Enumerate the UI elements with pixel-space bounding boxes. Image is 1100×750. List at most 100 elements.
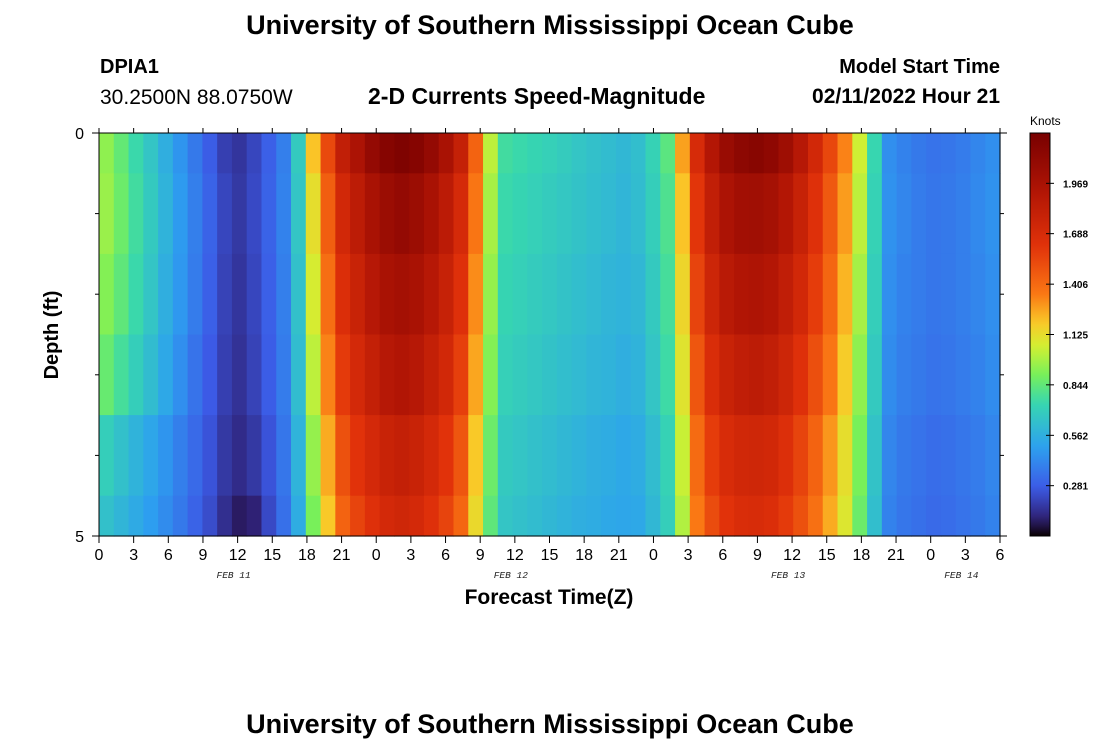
- heatmap-cell: [793, 495, 809, 537]
- heatmap-cell: [940, 173, 957, 255]
- heatmap-cell: [453, 133, 469, 174]
- heatmap-cell: [394, 253, 410, 336]
- heatmap-cell: [172, 415, 189, 497]
- heatmap-cell: [320, 495, 336, 537]
- heatmap-cell: [409, 253, 425, 336]
- heatmap-cell: [113, 173, 130, 255]
- heatmap-cell: [483, 173, 499, 255]
- heatmap-cell: [645, 415, 661, 497]
- heatmap-cell: [852, 495, 868, 537]
- heatmap-cell: [926, 415, 942, 497]
- heatmap-cell: [291, 133, 307, 174]
- heatmap-cell: [793, 415, 809, 497]
- heatmap-cell: [601, 495, 617, 537]
- heatmap-cell: [896, 133, 912, 174]
- heatmap-cell: [394, 495, 410, 537]
- heatmap-cell: [468, 173, 484, 255]
- heatmap-cell: [423, 173, 440, 255]
- heatmap-cell: [615, 173, 632, 255]
- heatmap-cell: [719, 495, 735, 537]
- heatmap-cell: [172, 495, 189, 537]
- heatmap-cell: [881, 334, 898, 416]
- heatmap-cell: [128, 173, 144, 255]
- page-title: University of Southern Mississippi Ocean…: [246, 10, 854, 40]
- heatmap-cell: [793, 253, 809, 336]
- x-tick-label: 3: [406, 547, 415, 564]
- station-coordinates: 30.2500N 88.0750W: [100, 86, 293, 109]
- y-axis-label: Depth (ft): [41, 291, 63, 380]
- heatmap-cell: [689, 253, 706, 336]
- heatmap-cell: [335, 495, 351, 537]
- heatmap-cell: [807, 495, 824, 537]
- heatmap-cell: [305, 415, 322, 497]
- x-tick-label: 3: [129, 547, 138, 564]
- heatmap-cell: [985, 495, 1001, 537]
- heatmap-cell: [926, 253, 942, 336]
- heatmap-cell: [645, 334, 661, 416]
- heatmap-cell: [217, 415, 233, 497]
- heatmap-cell: [320, 415, 336, 497]
- heatmap-cell: [763, 253, 780, 336]
- heatmap-cell: [246, 173, 263, 255]
- heatmap-cell: [955, 253, 972, 336]
- heatmap-cell: [645, 253, 661, 336]
- heatmap-cell: [542, 334, 558, 416]
- heatmap-cell: [734, 133, 750, 174]
- heatmap-cell: [763, 173, 780, 255]
- heatmap-cell: [305, 334, 322, 416]
- heatmap-cell: [630, 334, 647, 416]
- station-id: DPIA1: [100, 56, 159, 78]
- heatmap-cell: [704, 415, 720, 497]
- heatmap-cell: [350, 173, 366, 255]
- heatmap-cell: [926, 495, 942, 537]
- heatmap-cell: [778, 253, 794, 336]
- heatmap-cell: [423, 415, 440, 497]
- heatmap-cell: [305, 495, 322, 537]
- heatmap-cell: [660, 253, 676, 336]
- heatmap-cell: [335, 253, 351, 336]
- colorbar-tick-label: 1.969: [1063, 179, 1088, 190]
- heatmap-cell: [187, 133, 203, 174]
- heatmap-cell: [99, 133, 115, 174]
- heatmap-cell: [143, 334, 159, 416]
- x-tick-label: 18: [575, 547, 593, 564]
- heatmap-cell: [438, 173, 455, 255]
- heatmap-cell: [867, 495, 883, 537]
- x-tick-label: 3: [684, 547, 693, 564]
- heatmap-cell: [143, 133, 159, 174]
- heatmap-cells: [99, 133, 1001, 537]
- heatmap-cell: [497, 495, 514, 537]
- heatmap-cell: [512, 173, 528, 255]
- heatmap-cell: [896, 173, 912, 255]
- heatmap-cell: [896, 334, 912, 416]
- heatmap-cell: [350, 334, 366, 416]
- heatmap-cell: [158, 173, 174, 255]
- heatmap-cell: [704, 133, 720, 174]
- x-tick-label: 0: [95, 547, 104, 564]
- heatmap-cell: [542, 495, 558, 537]
- x-tick-label: 21: [333, 547, 351, 564]
- heatmap-cell: [778, 495, 794, 537]
- heatmap-cell: [763, 495, 780, 537]
- x-tick-label: 6: [996, 547, 1005, 564]
- heatmap-cell: [113, 133, 130, 174]
- x-tick-label: 18: [852, 547, 870, 564]
- heatmap-cell: [320, 334, 336, 416]
- heatmap-cell: [822, 173, 839, 255]
- heatmap-cell: [955, 415, 972, 497]
- heatmap-cell: [675, 253, 691, 336]
- heatmap-cell: [911, 415, 927, 497]
- heatmap-cell: [99, 173, 115, 255]
- heatmap-cell: [128, 495, 144, 537]
- heatmap-cell: [630, 173, 647, 255]
- day-label: FEB 12: [494, 570, 529, 581]
- heatmap-cell: [985, 173, 1001, 255]
- heatmap-cell: [276, 415, 292, 497]
- heatmap-cell: [379, 495, 396, 537]
- heatmap-cell: [704, 173, 720, 255]
- heatmap-cell: [187, 495, 203, 537]
- heatmap-cell: [113, 415, 130, 497]
- heatmap-cell: [748, 495, 765, 537]
- x-tick-label: 3: [961, 547, 970, 564]
- heatmap-cell: [719, 415, 735, 497]
